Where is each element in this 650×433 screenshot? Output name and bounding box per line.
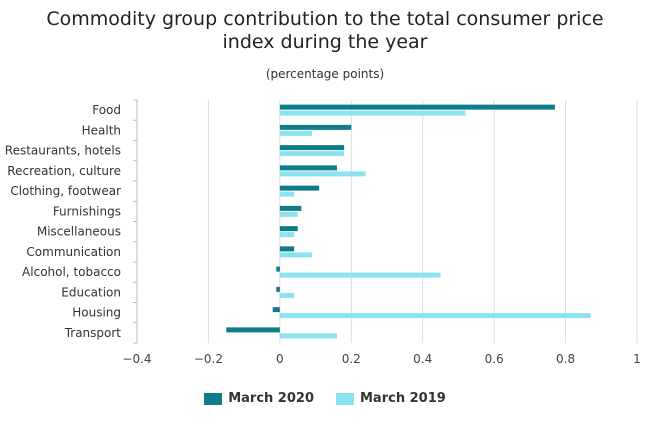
bar-march-2020-furnishings[interactable] bbox=[279, 205, 302, 211]
bar-march-2020-alcohol-tobacco[interactable] bbox=[276, 266, 280, 272]
category-label-clothing-footwear: Clothing, footwear bbox=[10, 184, 121, 198]
bar-march-2019-health[interactable] bbox=[279, 130, 312, 136]
x-tick-label: 0.2 bbox=[342, 352, 361, 366]
bar-march-2020-food[interactable] bbox=[279, 104, 555, 110]
chart-title: Commodity group contribution to the tota… bbox=[46, 8, 604, 53]
bar-march-2020-recreation-culture[interactable] bbox=[279, 165, 337, 171]
x-tick-label: −0.2 bbox=[194, 352, 223, 366]
category-label-health: Health bbox=[82, 123, 121, 137]
legend-item-march-2020[interactable]: March 2020 bbox=[204, 391, 314, 406]
x-tick-label: 0.4 bbox=[413, 352, 432, 366]
bar-march-2019-clothing-footwear[interactable] bbox=[279, 191, 295, 197]
bar-march-2020-education[interactable] bbox=[276, 286, 280, 292]
bar-march-2020-clothing-footwear[interactable] bbox=[279, 185, 320, 191]
x-tick-label: −0.4 bbox=[122, 352, 151, 366]
bar-march-2019-education[interactable] bbox=[279, 292, 295, 298]
category-label-alcohol-tobacco: Alcohol, tobacco bbox=[22, 265, 121, 279]
legend-swatch-march-2020 bbox=[204, 392, 223, 405]
legend: March 2020 March 2019 bbox=[0, 391, 650, 406]
bar-march-2019-housing[interactable] bbox=[279, 313, 591, 319]
category-label-transport: Transport bbox=[64, 326, 122, 340]
bar-march-2020-communication[interactable] bbox=[279, 246, 295, 252]
bar-march-2020-housing[interactable] bbox=[272, 307, 280, 313]
bar-march-2019-recreation-culture[interactable] bbox=[279, 171, 366, 177]
category-label-furnishings: Furnishings bbox=[53, 204, 121, 218]
bar-march-2019-food[interactable] bbox=[279, 110, 466, 116]
bar-march-2019-communication[interactable] bbox=[279, 252, 312, 258]
category-label-education: Education bbox=[61, 285, 121, 299]
x-tick-label: 0.8 bbox=[556, 352, 575, 366]
bar-march-2019-alcohol-tobacco[interactable] bbox=[279, 272, 441, 278]
bar-march-2020-transport[interactable] bbox=[226, 327, 280, 333]
x-tick-label: 1 bbox=[633, 352, 641, 366]
bar-march-2019-furnishings[interactable] bbox=[279, 211, 298, 217]
category-label-housing: Housing bbox=[72, 306, 121, 320]
bar-march-2019-restaurants-hotels[interactable] bbox=[279, 151, 345, 157]
category-label-miscellaneous: Miscellaneous bbox=[37, 225, 121, 239]
bar-march-2019-transport[interactable] bbox=[279, 333, 337, 339]
x-tick-label: 0 bbox=[276, 352, 284, 366]
bar-march-2020-health[interactable] bbox=[279, 124, 352, 130]
bar-march-2020-miscellaneous[interactable] bbox=[279, 226, 298, 232]
legend-label-march-2020: March 2020 bbox=[228, 391, 314, 406]
category-label-food: Food bbox=[92, 103, 121, 117]
legend-swatch-march-2019 bbox=[336, 392, 354, 405]
x-tick-label: 0.6 bbox=[485, 352, 504, 366]
chart-subtitle: (percentage points) bbox=[265, 67, 385, 81]
legend-item-march-2019[interactable]: March 2019 bbox=[336, 391, 446, 406]
category-label-communication: Communication bbox=[26, 245, 121, 259]
category-label-restaurants-hotels: Restaurants, hotels bbox=[5, 144, 121, 158]
legend-label-march-2019: March 2019 bbox=[360, 391, 446, 406]
bar-march-2019-miscellaneous[interactable] bbox=[279, 232, 295, 238]
bar-march-2020-restaurants-hotels[interactable] bbox=[279, 145, 345, 151]
category-label-recreation-culture: Recreation, culture bbox=[7, 164, 121, 178]
